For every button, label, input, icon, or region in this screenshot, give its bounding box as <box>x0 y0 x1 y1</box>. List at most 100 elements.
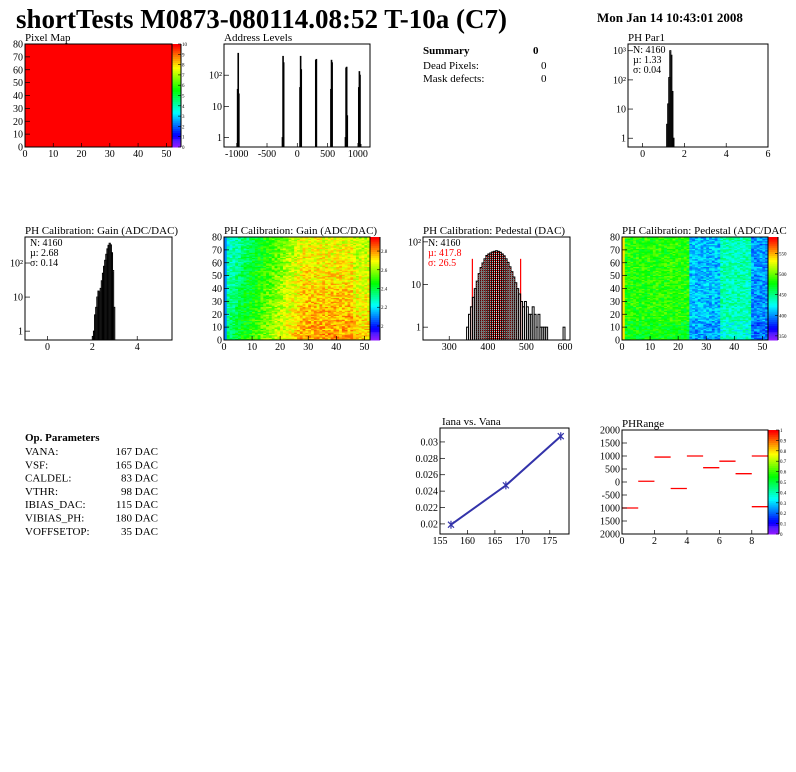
heatmap-cell <box>367 298 371 301</box>
heatmap-cell <box>322 312 326 315</box>
heatmap-cell <box>305 307 309 310</box>
heatmap-cell <box>322 287 326 289</box>
heatmap-cell <box>364 332 368 334</box>
heatmap-cell <box>297 284 301 287</box>
heatmap-cell <box>257 309 261 311</box>
heatmap-cell <box>622 327 626 329</box>
chart-title: Address Levels <box>224 32 292 44</box>
heatmap-cell <box>630 248 634 251</box>
heatmap-cell <box>229 328 233 331</box>
heatmap-cell <box>311 287 315 289</box>
heatmap-cell <box>627 309 631 311</box>
heatmap-cell <box>271 240 275 243</box>
heatmap-cell <box>226 282 231 284</box>
heatmap-cell <box>280 252 284 255</box>
heatmap-cell <box>305 239 309 242</box>
timestamp: Mon Jan 14 10:43:01 2008 <box>597 10 743 25</box>
heatmap-cell <box>319 248 323 251</box>
heatmap-cell <box>291 337 295 340</box>
heatmap-cell <box>268 253 273 256</box>
heatmap-cell <box>280 294 284 297</box>
heatmap-cell <box>624 278 629 280</box>
heatmap-cell <box>229 252 233 255</box>
heatmap-cell <box>257 287 261 289</box>
heatmap-cell <box>344 320 348 323</box>
colorbar-cell <box>172 68 181 72</box>
heatmap-cell <box>316 288 320 291</box>
heatmap-cell <box>333 315 337 318</box>
heatmap-cell <box>285 293 289 296</box>
heatmap-cell <box>266 327 270 329</box>
heatmap-cell <box>330 337 334 340</box>
heatmap-cell <box>235 329 239 332</box>
heatmap-cell <box>235 267 239 270</box>
heatmap-cell <box>226 310 231 313</box>
heatmap-cell <box>325 287 329 289</box>
heatmap-cell <box>260 264 264 266</box>
heatmap-cell <box>344 328 348 331</box>
heatmap-cell <box>266 242 270 244</box>
heatmap-cell <box>313 327 318 329</box>
heatmap-cell <box>294 288 298 291</box>
heatmap-cell <box>341 289 346 292</box>
colorbar-cell <box>370 239 380 242</box>
heatmap-cell <box>243 243 247 246</box>
heatmap-cell <box>246 278 250 280</box>
heatmap-cell <box>336 289 340 292</box>
heatmap-cell <box>624 249 629 252</box>
heatmap-cell <box>361 251 365 253</box>
heatmap-cell <box>266 294 270 297</box>
heatmap-cell <box>285 279 289 282</box>
heatmap-cell <box>325 243 329 246</box>
heatmap-cell <box>355 279 360 282</box>
heatmap-cell <box>232 276 236 279</box>
heatmap-cell <box>260 324 264 327</box>
colorbar-cell <box>370 327 380 331</box>
heatmap-cell <box>254 244 259 247</box>
heatmap-cell <box>630 271 634 274</box>
heatmap-cell <box>271 255 275 257</box>
heatmap-cell <box>633 321 637 324</box>
heatmap-cell <box>285 265 289 268</box>
heatmap-cell <box>316 328 320 331</box>
heatmap-cell <box>364 249 368 252</box>
heatmap-cell <box>311 315 315 318</box>
heatmap-cell <box>361 323 365 325</box>
heatmap-cell <box>224 271 228 274</box>
heatmap-cell <box>355 243 360 246</box>
heatmap-cell <box>327 333 332 336</box>
heatmap-cell <box>297 292 301 295</box>
heatmap-cell <box>288 300 292 302</box>
heatmap-cell <box>274 261 278 264</box>
heatmap-cell <box>339 270 343 273</box>
x-tick-label: 0 <box>23 149 28 160</box>
heatmap-cell <box>311 337 315 340</box>
colorbar-cell <box>370 276 380 279</box>
heatmap-cell <box>232 243 236 246</box>
heatmap-cell <box>344 253 348 256</box>
y-tick-label: 60 <box>212 258 222 269</box>
plot-frame <box>24 236 173 341</box>
heatmap-cell <box>243 284 247 287</box>
heatmap-cell <box>347 324 351 327</box>
heatmap-cell <box>294 306 298 309</box>
heatmap-cell <box>361 289 365 292</box>
heatmap-cell <box>358 264 362 266</box>
heatmap-cell <box>285 323 289 325</box>
heatmap-cell <box>246 256 250 258</box>
heatmap-cell <box>358 294 362 297</box>
heatmap-cell <box>224 314 228 316</box>
heatmap-cell <box>333 282 337 284</box>
heatmap-cell <box>327 305 332 307</box>
heatmap-cell <box>260 275 264 278</box>
heatmap-cell <box>624 293 629 296</box>
colorbar-cell <box>370 317 380 320</box>
heatmap-cell <box>624 239 629 242</box>
heatmap-cell <box>347 265 351 268</box>
heatmap-cell <box>297 270 301 273</box>
heatmap-cell <box>316 242 320 244</box>
heatmap-cell <box>355 315 360 318</box>
heatmap-cell <box>288 282 292 284</box>
heatmap-cell <box>224 284 228 287</box>
heatmap-cell <box>238 330 242 333</box>
